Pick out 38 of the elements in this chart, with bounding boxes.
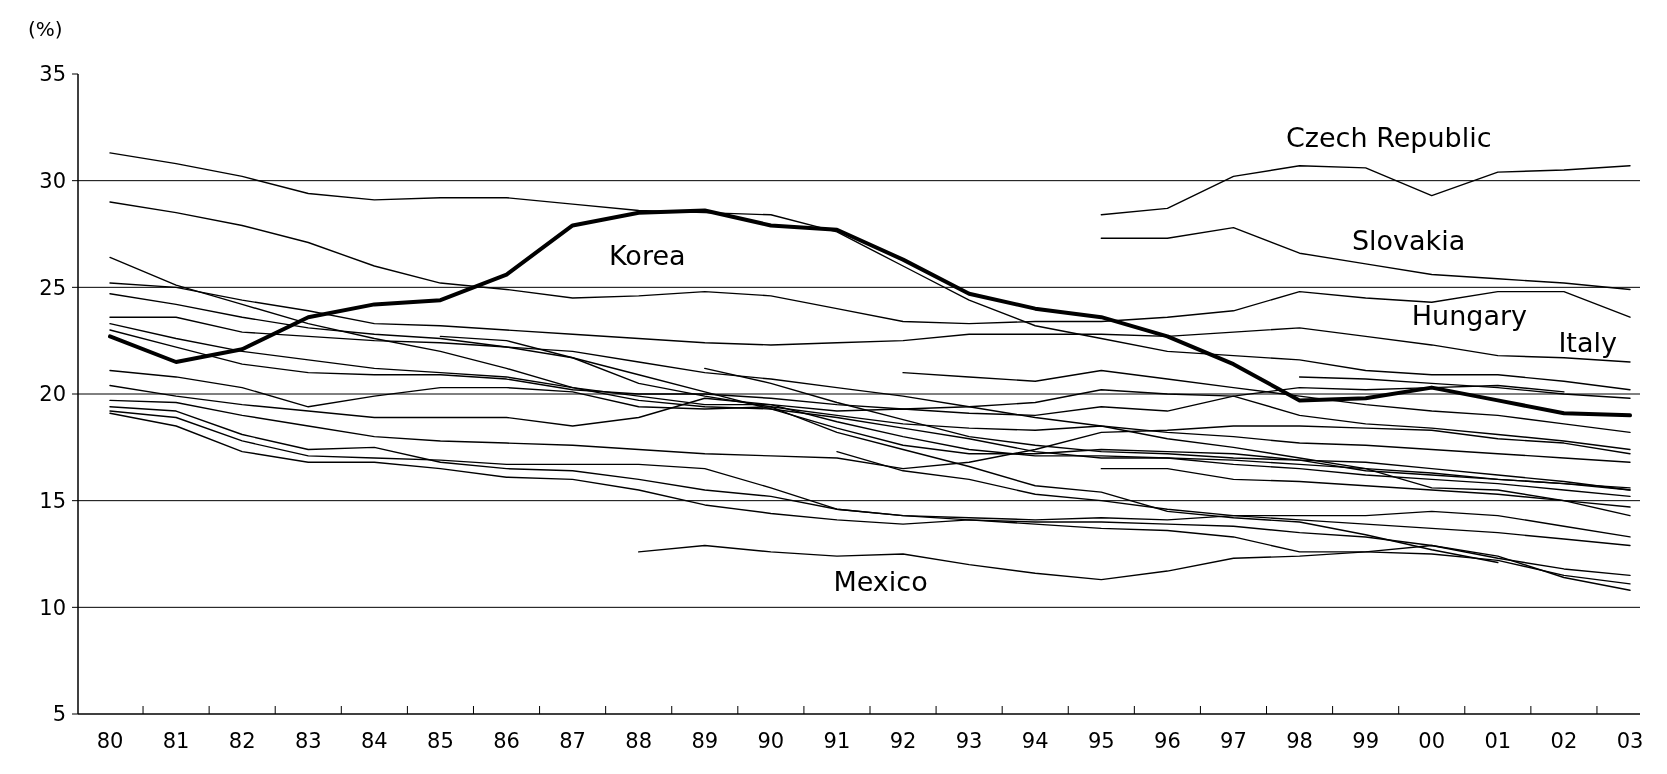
x-tick-label: 81 (162, 729, 190, 753)
series-label: Slovakia (1351, 224, 1466, 256)
x-tick-label: 92 (889, 729, 917, 753)
x-tick-label: 88 (625, 729, 653, 753)
x-tick-label: 94 (1021, 729, 1049, 753)
series-label: Mexico (833, 566, 928, 598)
x-tick-label: 93 (955, 729, 983, 753)
series-label: Korea (609, 239, 686, 271)
x-tick-label: 99 (1352, 729, 1380, 753)
x-tick-label: 00 (1418, 729, 1446, 753)
y-tick-label: 15 (39, 489, 66, 514)
x-tick-label: 90 (757, 729, 785, 753)
y-tick-label: 35 (39, 62, 66, 87)
x-tick-label: 03 (1616, 729, 1644, 753)
x-tick-label: 84 (360, 729, 388, 753)
x-tick-label: 87 (559, 729, 586, 753)
series-label: Italy (1558, 327, 1618, 359)
series-label: Hungary (1411, 299, 1528, 331)
x-tick-label: 86 (493, 729, 520, 753)
x-tick-label: 80 (96, 729, 124, 753)
x-tick-label: 01 (1484, 729, 1512, 753)
x-tick-label: 89 (691, 729, 719, 753)
x-tick-label: 02 (1550, 729, 1578, 753)
x-tick-label: 98 (1286, 729, 1313, 753)
y-tick-label: 30 (39, 169, 66, 194)
y-tick-label: 20 (39, 382, 66, 407)
y-tick-label: 5 (52, 702, 66, 727)
x-tick-label: 95 (1087, 729, 1115, 753)
y-tick-label: 10 (39, 595, 66, 620)
x-tick-label: 91 (823, 729, 851, 753)
x-tick-label: 96 (1154, 729, 1181, 753)
y-tick-label: 25 (39, 275, 66, 300)
x-tick-label: 83 (294, 729, 322, 753)
x-tick-label: 85 (427, 729, 454, 753)
series-label: Czech Republic (1285, 122, 1492, 154)
x-tick-label: 82 (228, 729, 256, 753)
x-tick-label: 97 (1220, 729, 1247, 753)
y-axis-title: (%) (28, 17, 63, 41)
